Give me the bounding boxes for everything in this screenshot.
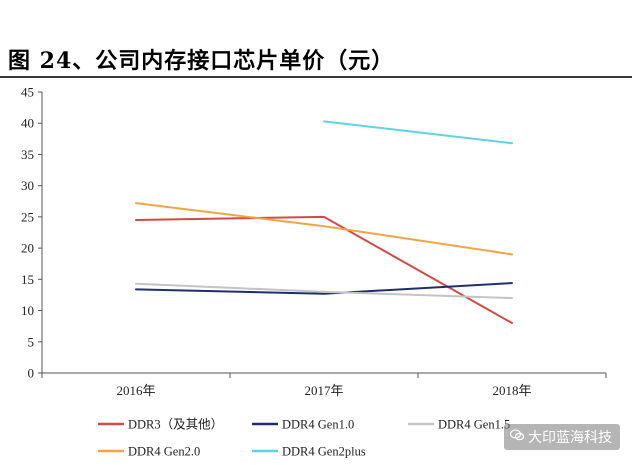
chart-series [135,120,513,325]
y-tick-label: 20 [21,241,34,256]
y-tick-label: 45 [21,85,34,100]
legend-label: DDR3（及其他） [128,418,223,432]
y-tick-label: 5 [28,334,35,349]
y-tick-label: 35 [21,147,34,162]
watermark: 大印蓝海科技 [504,424,620,450]
legend-label: DDR4 Gen2plus [282,445,366,459]
y-tick-label: 0 [28,366,35,381]
title-divider [0,76,632,78]
x-tick-label: 2017年 [304,383,343,398]
chart-legend: DDR3（及其他） DDR4 Gen1.0 DDR4 Gen1.5 DDR4 Gen2… [98,418,510,459]
series-line [135,282,513,295]
legend-label: DDR4 Gen1.5 [438,418,510,432]
legend-label: DDR4 Gen2.0 [128,445,200,459]
chart-title: 图 24、公司内存接口芯片单价（元） [8,48,395,74]
series-line [323,120,513,145]
watermark-text: 大印蓝海科技 [528,430,612,446]
series-line [135,215,513,325]
y-tick-label: 40 [21,116,34,131]
x-tick-label: 2018年 [492,383,531,398]
chart-axes: 0 5 10 15 20 25 30 35 40 45 2016年 2017年 2018年 [21,85,607,398]
series-line [135,202,513,256]
legend-label: DDR4 Gen1.0 [282,418,354,432]
series-line [135,282,513,300]
y-tick-label: 25 [21,209,34,224]
y-tick-label: 10 [21,303,34,318]
x-tick-label: 2016年 [116,383,155,398]
y-tick-label: 30 [21,178,34,193]
wechat-icon [510,429,524,441]
y-tick-label: 15 [21,272,34,287]
